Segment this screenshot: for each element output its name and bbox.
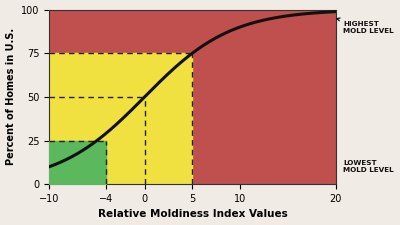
Text: HIGHEST
MOLD LEVEL: HIGHEST MOLD LEVEL — [337, 18, 394, 34]
Y-axis label: Percent of Homes in U.S.: Percent of Homes in U.S. — [6, 28, 16, 165]
X-axis label: Relative Moldiness Index Values: Relative Moldiness Index Values — [98, 209, 287, 219]
Text: LOWEST
MOLD LEVEL: LOWEST MOLD LEVEL — [343, 160, 394, 173]
